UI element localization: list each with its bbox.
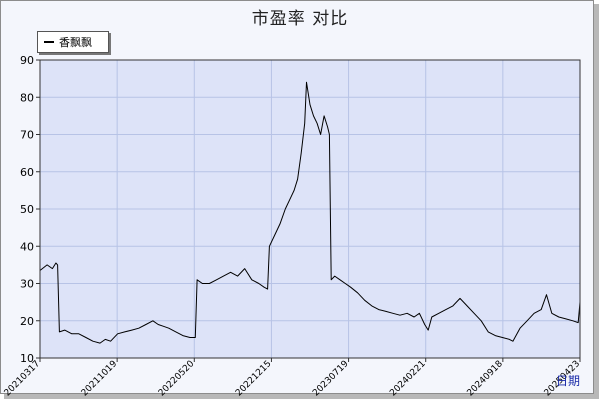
series-line-0 [39, 81, 581, 344]
x-tick-label: 20230719 [311, 359, 351, 399]
y-tick-label: 60 [20, 166, 34, 179]
y-tick-label: 40 [20, 240, 34, 253]
y-tick-label: 20 [20, 315, 34, 328]
frame-shadow-right [594, 4, 599, 398]
plot-border [39, 59, 581, 359]
chart-legend: 香飘飘 [37, 31, 109, 53]
x-tick-label: 20211019 [80, 359, 120, 399]
chart-title: 市盈率 对比 [251, 9, 349, 29]
y-tick-label: 70 [20, 129, 34, 142]
legend-line-swatch [44, 41, 54, 43]
x-axis-label: 日期 [556, 374, 581, 388]
x-tick-label: 20240221 [388, 359, 427, 398]
x-tick-label: 20220520 [157, 359, 197, 399]
y-tick-label: 30 [20, 278, 34, 291]
y-tick-label: 80 [20, 91, 34, 104]
frame-shadow-bottom [4, 394, 599, 399]
y-tick-label: 10 [20, 352, 34, 365]
y-tick-label: 50 [20, 203, 34, 216]
legend-label: 香飘飘 [59, 36, 92, 49]
x-tick-label: 20221215 [234, 359, 273, 398]
x-tick-label: 20240918 [466, 359, 506, 399]
y-tick-label: 90 [20, 54, 34, 67]
